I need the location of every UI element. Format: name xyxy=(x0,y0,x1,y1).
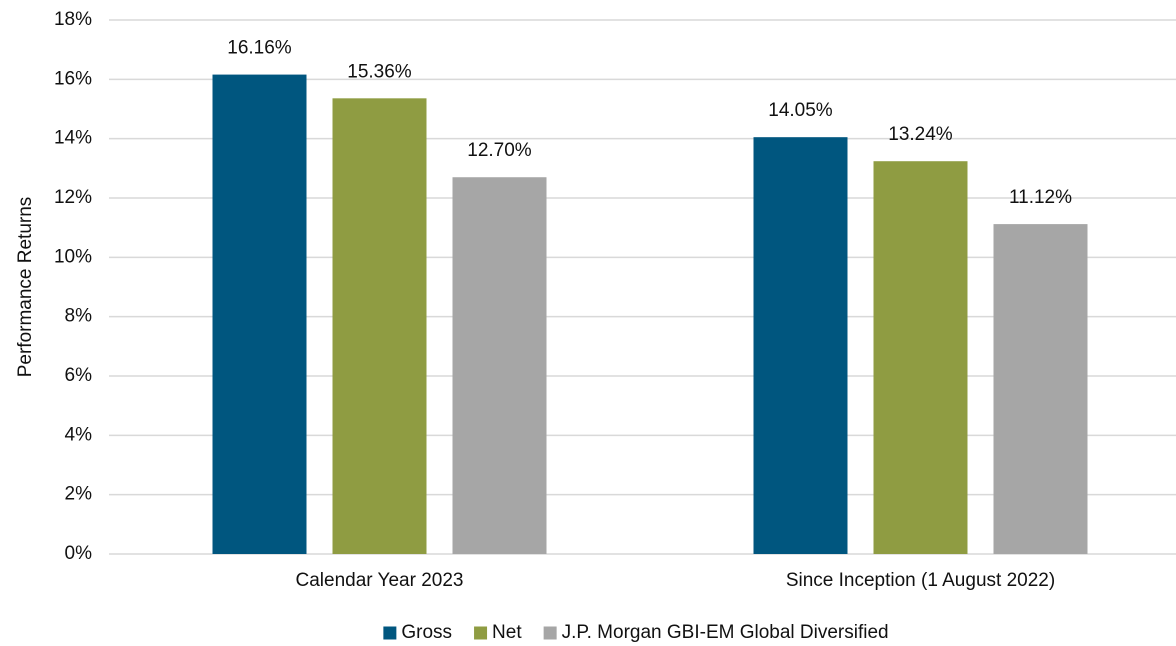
y-tick-label: 14% xyxy=(54,128,92,149)
data-label: 12.70% xyxy=(467,140,532,161)
data-label: 15.36% xyxy=(347,61,412,82)
y-tick-label: 2% xyxy=(65,484,93,505)
y-tick-label: 18% xyxy=(54,9,92,30)
y-tick-label: 6% xyxy=(65,365,93,386)
x-tick-label: Calendar Year 2023 xyxy=(296,570,464,591)
legend-label: Net xyxy=(492,622,522,643)
legend-swatch xyxy=(474,626,488,640)
y-tick-label: 12% xyxy=(54,187,92,208)
y-tick-label: 10% xyxy=(54,246,92,267)
bar xyxy=(212,74,307,554)
legend-label: J.P. Morgan GBI-EM Global Diversified xyxy=(562,622,889,643)
y-axis-label: Performance Returns xyxy=(15,197,36,378)
data-label: 16.16% xyxy=(227,38,292,59)
bar xyxy=(452,177,547,554)
legend-swatch xyxy=(543,626,557,640)
legend-label: Gross xyxy=(401,622,452,643)
legend-swatch xyxy=(383,626,397,640)
bar xyxy=(332,98,427,554)
y-tick-label: 16% xyxy=(54,68,92,89)
bar xyxy=(993,224,1088,554)
y-tick-label: 4% xyxy=(65,424,93,445)
data-label: 13.24% xyxy=(888,124,953,145)
bar xyxy=(873,161,968,555)
data-label: 14.05% xyxy=(768,100,833,121)
bar xyxy=(753,137,848,554)
x-tick-label: Since Inception (1 August 2022) xyxy=(786,570,1055,591)
data-label: 11.12% xyxy=(1009,187,1072,208)
y-tick-label: 8% xyxy=(65,306,93,327)
y-tick-label: 0% xyxy=(65,543,93,564)
